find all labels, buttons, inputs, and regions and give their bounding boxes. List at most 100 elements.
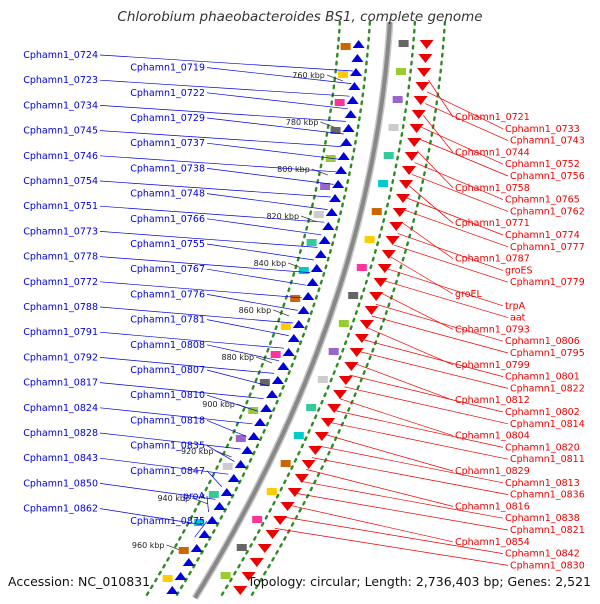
right-gene-label: Cphamn1_0793 [455,324,530,335]
left-gene-leader [99,256,311,273]
left-gene-label: Cphamn1_0818 [130,415,205,426]
left-gene-label: Cphamn1_0723 [23,75,98,86]
feature-block [293,432,304,439]
kbp-tick-label: 940 kbp [157,494,190,503]
kbp-tick-label: 860 kbp [239,306,272,315]
kbp-tick-label: 780 kbp [286,118,319,127]
gene-arrow [294,474,309,483]
left-gene-label: Cphamn1_0724 [23,50,98,61]
gene-arrow [385,236,400,245]
gene-arrow [404,152,419,161]
gene-arrow [182,558,195,566]
track-line [143,20,342,600]
gene-arrow [227,474,240,482]
right-gene-leader [419,138,509,177]
left-gene-leader [206,294,298,311]
left-gene-leader [99,54,353,72]
right-gene-label: Cphamn1_0779 [510,277,585,288]
left-gene-leader [99,508,202,525]
right-gene-leader [397,233,504,271]
gene-arrow [389,222,404,231]
gene-arrow [346,96,359,104]
feature-block [383,152,394,159]
right-gene-label: Cphamn1_0774 [505,230,580,241]
gene-arrow [302,292,315,300]
right-gene-leader [281,516,504,554]
right-gene-leader [306,469,454,507]
feature-block [328,348,339,355]
feature-block [348,292,359,299]
gene-arrow [350,68,363,76]
gene-arrow [292,320,305,328]
gene-arrow [322,222,335,230]
gene-arrow [308,446,323,455]
gene-arrow [364,306,379,315]
feature-block [334,99,345,106]
track-line [218,20,417,600]
gene-arrow [340,138,353,146]
feature-block [290,295,301,302]
gene-arrow [342,124,355,132]
right-gene-label: Cphamn1_0829 [455,466,530,477]
right-gene-label: Cphamn1_0804 [455,431,530,442]
gene-arrow [351,54,364,62]
feature-block [306,404,317,411]
right-gene-label: Cphamn1_0756 [510,171,585,182]
right-gene-label: trpA [505,301,526,312]
right-gene-leader [421,126,504,165]
feature-block [313,211,324,218]
right-gene-leader [426,91,504,130]
right-gene-leader [403,209,509,248]
gene-arrow [277,362,290,370]
right-gene-leader [416,150,454,189]
right-gene-leader [300,480,504,519]
feature-block [398,40,409,47]
right-gene-leader [311,457,509,495]
feature-block [364,236,375,243]
feature-block [162,575,173,582]
gene-arrow [314,432,329,441]
gene-arrow [352,40,365,48]
gene-arrow [310,264,323,272]
gene-arrow [335,166,348,174]
gene-arrow [407,138,422,147]
left-gene-leader [99,457,229,475]
right-gene-label: Cphamn1_0799 [455,360,530,371]
feature-block [396,68,407,75]
gene-arrow [297,306,310,314]
feature-block [266,488,277,495]
kbp-tick-mark [273,309,290,317]
left-gene-leader [206,319,289,336]
right-gene-leader [293,492,509,531]
left-gene-label: Cphamn1_0754 [23,176,98,187]
feature-block [220,572,231,579]
topology-label: Topology: circular; Length: 2,736,403 bp… [247,574,591,589]
gene-arrow [273,516,288,525]
right-gene-leader [328,421,509,460]
map-title: Chlorobium phaeobacteroides BS1, complet… [117,9,483,25]
left-gene-leader [206,394,259,412]
left-gene-leader [99,306,294,324]
feature-block [236,544,247,551]
gene-arrow [419,40,434,49]
gene-arrow [354,334,369,343]
right-gene-leader [362,339,504,377]
gene-arrow [260,404,273,412]
gene-arrow [411,110,426,119]
left-gene-leader [99,432,241,450]
right-gene-label: Cphamn1_0821 [510,525,585,536]
left-gene-label: Cphamn1_0807 [130,365,205,376]
gene-arrow [417,68,432,77]
right-gene-label: Cphamn1_0806 [505,336,580,347]
gene-arrow [241,572,256,581]
gene-arrow [321,418,336,427]
right-gene-label: Cphamn1_0813 [505,478,580,489]
left-gene-leader [206,344,280,362]
kbp-tick-label: 960 kbp [132,541,165,550]
left-gene-leader [99,281,303,299]
gene-arrow [249,558,264,567]
gene-arrow [254,418,267,426]
feature-block [208,491,219,498]
left-gene-leader [206,92,348,110]
right-gene-label: Cphamn1_0787 [455,254,530,265]
